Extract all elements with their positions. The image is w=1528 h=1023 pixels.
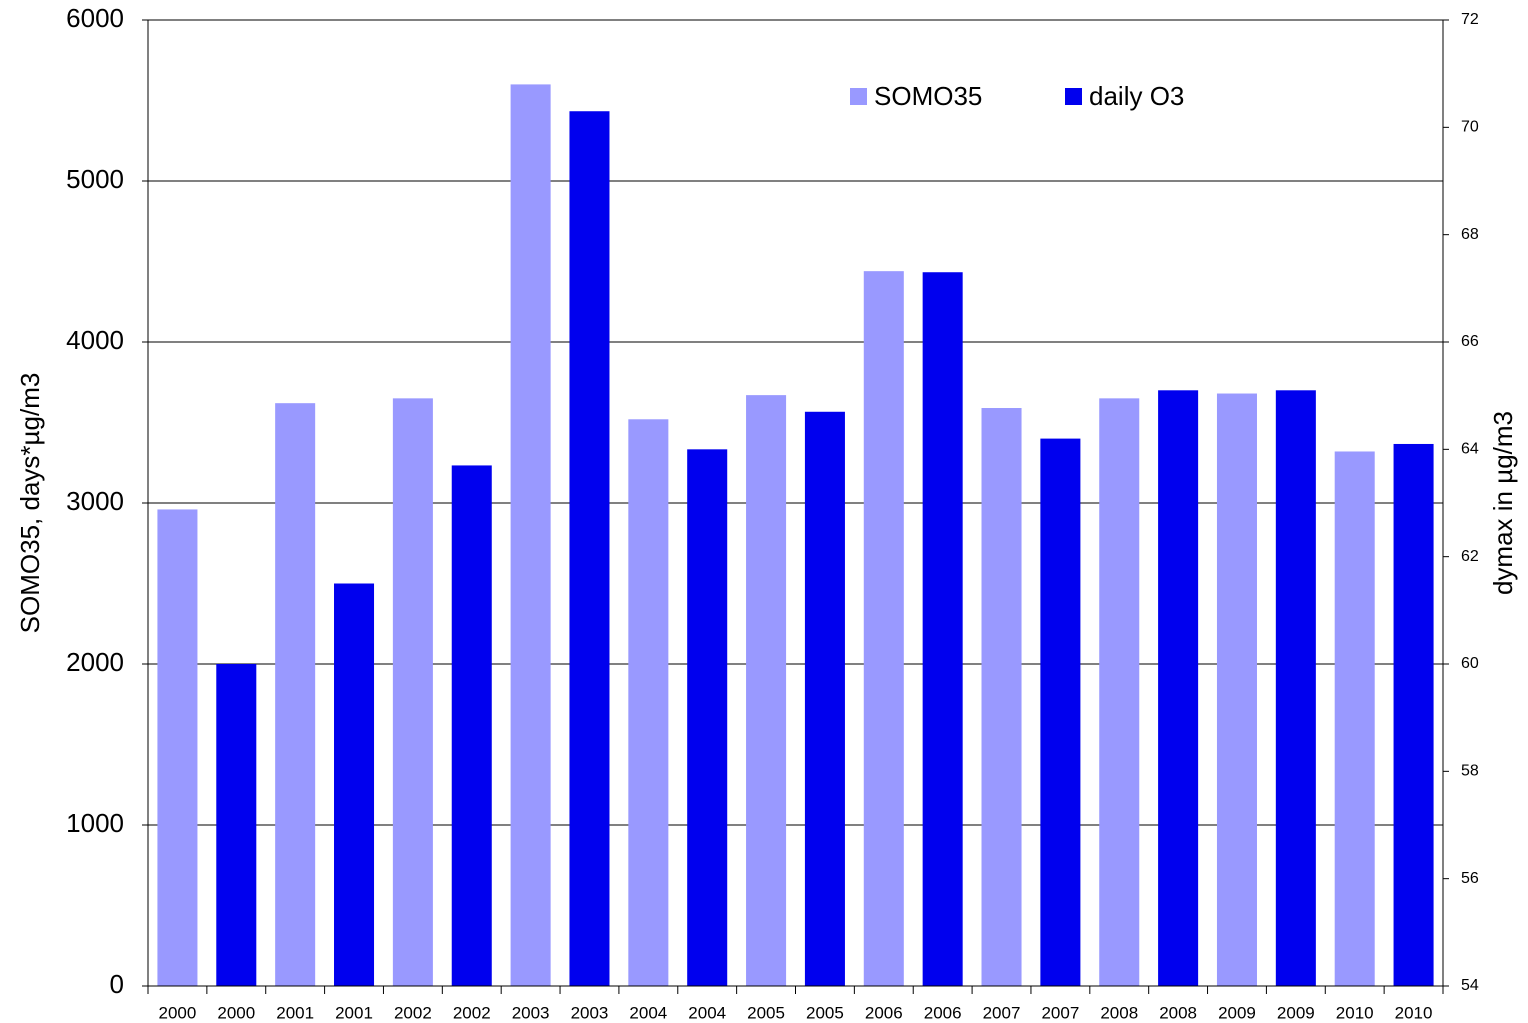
- y-tick-label: 1000: [66, 808, 124, 838]
- y2-tick-label: 66: [1461, 333, 1479, 350]
- x-tick-label: 2009: [1218, 1003, 1256, 1022]
- y-tick-label: 2000: [66, 647, 124, 677]
- legend-label: SOMO35: [874, 81, 982, 111]
- y2-tick-label: 72: [1461, 11, 1479, 28]
- bar: [216, 664, 257, 986]
- y2-tick-label: 58: [1461, 763, 1479, 780]
- y-tick-label: 3000: [66, 486, 124, 516]
- y2-tick-label: 56: [1461, 870, 1479, 887]
- bar: [1040, 438, 1081, 987]
- bar: [392, 398, 433, 987]
- x-tick-label: 2001: [335, 1003, 373, 1022]
- legend-swatch: [850, 88, 867, 105]
- bar: [804, 411, 845, 986]
- bar: [1393, 443, 1434, 986]
- bar: [1158, 390, 1199, 986]
- x-tick-label: 2001: [276, 1003, 314, 1022]
- bar: [275, 403, 316, 986]
- x-tick-label: 2003: [512, 1003, 550, 1022]
- y-tick-label: 6000: [66, 3, 124, 33]
- y-tick-label: 4000: [66, 325, 124, 355]
- bar: [628, 419, 669, 986]
- x-tick-label: 2000: [159, 1003, 197, 1022]
- y-axis-label: SOMO35, days*µg/m3: [15, 373, 45, 634]
- bar: [1275, 390, 1316, 986]
- y2-tick-label: 62: [1461, 548, 1479, 565]
- bar: [1334, 451, 1375, 987]
- y2-tick-label: 54: [1461, 977, 1479, 994]
- bar: [1216, 393, 1257, 986]
- x-tick-label: 2005: [806, 1003, 844, 1022]
- bar: [334, 583, 375, 986]
- x-tick-label: 2000: [217, 1003, 255, 1022]
- x-tick-label: 2003: [571, 1003, 609, 1022]
- x-tick-label: 2009: [1277, 1003, 1315, 1022]
- bar: [863, 271, 904, 986]
- x-tick-label: 2007: [1041, 1003, 1079, 1022]
- y-tick-label: 0: [110, 969, 124, 999]
- bar: [922, 272, 963, 986]
- x-tick-label: 2002: [394, 1003, 432, 1022]
- y2-tick-label: 68: [1461, 226, 1479, 243]
- bar: [1099, 398, 1140, 987]
- bar: [157, 509, 198, 986]
- x-tick-label: 2007: [983, 1003, 1021, 1022]
- bar: [746, 395, 787, 986]
- y2-tick-label: 60: [1461, 655, 1479, 672]
- x-tick-label: 2008: [1100, 1003, 1138, 1022]
- y2-tick-label: 64: [1461, 441, 1479, 458]
- x-tick-label: 2010: [1395, 1003, 1433, 1022]
- y2-axis-label: dymax in µg/m3: [1488, 411, 1518, 595]
- x-tick-label: 2006: [924, 1003, 962, 1022]
- legend-label: daily O3: [1089, 81, 1184, 111]
- x-tick-label: 2002: [453, 1003, 491, 1022]
- x-tick-label: 2005: [747, 1003, 785, 1022]
- bar: [569, 111, 610, 986]
- y2-tick-label: 70: [1461, 119, 1479, 136]
- bar: [687, 449, 728, 986]
- x-tick-label: 2006: [865, 1003, 903, 1022]
- x-tick-label: 2004: [688, 1003, 726, 1022]
- y-tick-label: 5000: [66, 164, 124, 194]
- x-tick-label: 2008: [1159, 1003, 1197, 1022]
- bar: [451, 465, 492, 986]
- x-tick-label: 2004: [629, 1003, 667, 1022]
- x-tick-label: 2010: [1336, 1003, 1374, 1022]
- bar: [510, 84, 551, 986]
- bar: [981, 408, 1022, 986]
- legend-swatch: [1065, 88, 1082, 105]
